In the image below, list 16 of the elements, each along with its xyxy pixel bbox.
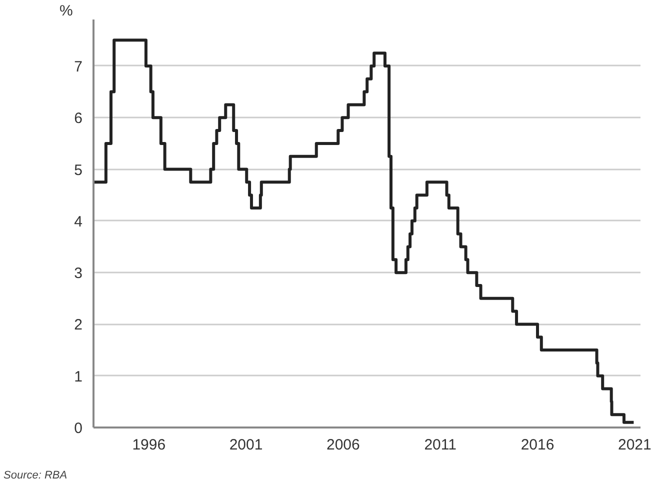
- y-tick-label: 2: [74, 316, 82, 334]
- y-tick-label: 3: [74, 265, 82, 282]
- y-tick-label: 0: [74, 420, 82, 437]
- source-note: Source: RBA: [4, 470, 68, 482]
- x-tick-label: 1996: [132, 436, 166, 454]
- y-tick-label: 5: [74, 162, 82, 179]
- y-tick-label: 7: [74, 58, 82, 76]
- y-axis-title: %: [60, 2, 73, 20]
- x-tick-label: 2006: [326, 436, 360, 454]
- x-tick-label: 2011: [424, 436, 456, 454]
- y-tick-label: 6: [74, 110, 82, 128]
- y-tick-label: 4: [74, 213, 82, 230]
- x-tick-label: 2016: [520, 436, 554, 454]
- x-tick-label: 2021: [618, 436, 652, 454]
- y-tick-label: 1: [74, 368, 82, 386]
- x-tick-label: 2001: [229, 436, 263, 454]
